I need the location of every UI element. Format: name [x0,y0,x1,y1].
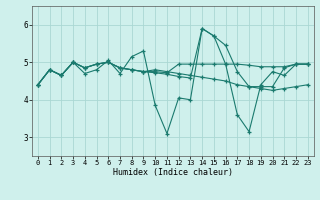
X-axis label: Humidex (Indice chaleur): Humidex (Indice chaleur) [113,168,233,177]
